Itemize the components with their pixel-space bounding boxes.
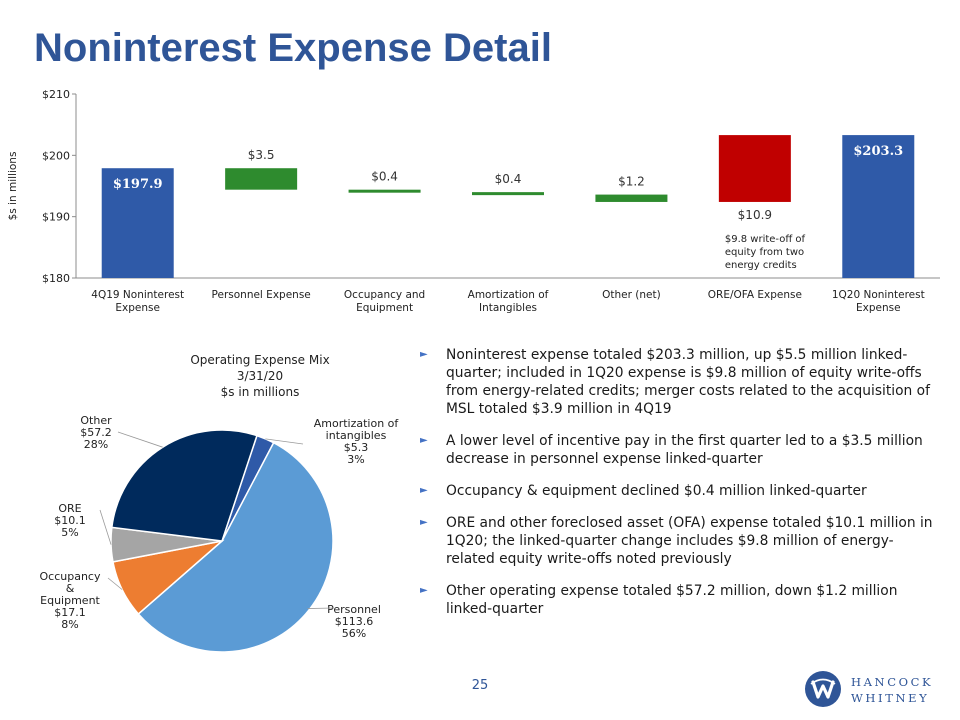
pie-slice-label: Amortization of intangibles $5.3 3% (314, 417, 400, 466)
pie-leader-line (117, 431, 163, 448)
page-title: Noninterest Expense Detail (34, 26, 552, 70)
bullet-item: ► Noninterest expense totaled $203.3 mill… (418, 346, 940, 418)
pie-leader-line (99, 509, 112, 545)
waterfall-bar (842, 135, 915, 278)
pie-label-value: $57.2 (80, 426, 112, 439)
triangle-bullet-icon: ► (420, 435, 428, 446)
bullet-item: ► Other operating expense totaled $57.2 m… (418, 582, 940, 618)
y-tick-label: $190 (42, 211, 70, 224)
x-category-label: 4Q19 Noninterest Expense (91, 289, 184, 314)
x-category-label: Occupancy and Equipment (344, 289, 425, 314)
pie-leader-line (107, 577, 123, 590)
pie-label-percent: 56% (342, 627, 366, 640)
triangle-bullet-icon: ► (420, 485, 428, 496)
pie-chart-title: Operating Expense Mix 3/31/20 $s in mill… (150, 352, 370, 400)
bullet-text: Noninterest expense totaled $203.3 milli… (446, 347, 930, 417)
pie-label-name: Other (80, 414, 112, 427)
pie-title-line: $s in millions (220, 385, 300, 399)
x-category-label: ORE/OFA Expense (708, 289, 802, 301)
pie-label-value: $10.1 (54, 514, 86, 527)
logo-mark-icon (805, 671, 841, 707)
triangle-bullet-icon: ► (420, 517, 428, 528)
bar-value-label: $197.9 (113, 177, 163, 192)
pie-slice-label: Other $57.2 28% (80, 414, 112, 451)
pie-label-percent: 28% (84, 438, 108, 451)
x-category-label: Amortization of Intangibles (468, 289, 549, 314)
bar-value-label: $203.3 (853, 144, 903, 159)
bar-value-label: $3.5 (248, 148, 275, 162)
pie-label-value: $5.3 (344, 441, 369, 454)
pie-label-name: ORE (58, 502, 81, 515)
svg-text:ORE$10.15%: ORE $10.1 5% (54, 502, 86, 539)
bullet-item: ► Occupancy & equipment declined $0.4 mil… (418, 482, 940, 500)
logo-text-line: HANCOCK (851, 675, 934, 689)
waterfall-chart: $180 $190 $200 $210 $s in millions $197.9 4Q19… (7, 88, 940, 314)
pie-label-name: intangibles (326, 429, 387, 442)
waterfall-bar (225, 168, 298, 190)
bullet-text: ORE and other foreclosed asset (OFA) exp… (446, 515, 933, 567)
bullet-item: ► ORE and other foreclosed asset (OFA) ex… (418, 514, 940, 568)
bar-annotation: $9.8 write-off of equity from two energy c… (725, 234, 806, 271)
pie-slice-label: Occupancy & Equipment $17.1 8% (40, 570, 101, 631)
svg-text:Personnel$113.656%: Personnel $113.6 56% (327, 603, 381, 640)
waterfall-bar (472, 192, 544, 196)
waterfall-bar (718, 135, 791, 202)
bar-value-label: $0.4 (495, 172, 522, 186)
y-axis-label: $s in millions (7, 152, 19, 221)
pie-label-name: Occupancy (40, 570, 101, 583)
bar-value-label: $0.4 (371, 170, 398, 184)
logo-text-line: WHITNEY (851, 691, 930, 705)
pie-label-percent: 3% (347, 453, 364, 466)
page-number: 25 (471, 678, 489, 693)
pie-label-name: Equipment (40, 594, 100, 607)
logo-w-icon (810, 678, 836, 699)
pie-leader-line (307, 607, 335, 609)
svg-text:Other$57.228%: Other $57.2 28% (80, 414, 112, 451)
pie-title-line: 3/31/20 (236, 369, 284, 383)
triangle-bullet-icon: ► (420, 585, 428, 596)
pie-slice (137, 441, 334, 653)
pie-leader-line (265, 438, 304, 445)
x-category-label: Personnel Expense (212, 289, 311, 301)
x-category-label: Other (net) (602, 289, 661, 301)
pie-label-value: $113.6 (335, 615, 374, 628)
pie-label-name: Amortization of (314, 417, 400, 430)
bar-value-label: $10.9 (738, 208, 772, 222)
bullet-text: Other operating expense totaled $57.2 mi… (446, 583, 898, 617)
y-tick-label: $200 (42, 149, 70, 162)
pie-label-name: & (66, 582, 75, 595)
waterfall-bar (595, 194, 668, 202)
svg-text:Occupancy&Equipment$17.18%: Occupancy & Equipment $17.1 8% (40, 570, 101, 631)
bullet-text: A lower level of incentive pay in the fi… (446, 433, 923, 467)
bullet-list: ► Noninterest expense totaled $203.3 mill… (418, 346, 940, 632)
pie-label-percent: 8% (61, 618, 78, 631)
pie-label-percent: 5% (61, 526, 78, 539)
y-tick-label: $210 (42, 88, 70, 101)
triangle-bullet-icon: ► (420, 349, 428, 360)
waterfall-bar (348, 189, 421, 193)
pie-slice-label: Personnel $113.6 56% (327, 603, 381, 640)
pie-slice-label: ORE $10.1 5% (54, 502, 86, 539)
waterfall-bar (101, 168, 174, 278)
operating-expense-pie-chart: Amortization of intangibles $5.3 3% Personne… (40, 414, 400, 653)
bar-value-label: $1.2 (618, 175, 645, 189)
pie-label-name: Personnel (327, 603, 381, 616)
x-category-label: 1Q20 Noninterest Expense (832, 289, 925, 314)
pie-slice (111, 429, 258, 542)
pie-label-value: $17.1 (54, 606, 86, 619)
bullet-text: Occupancy & equipment declined $0.4 mill… (446, 483, 867, 499)
bullet-item: ► A lower level of incentive pay in the f… (418, 432, 940, 468)
y-tick-label: $180 (42, 272, 70, 285)
pie-title-line: Operating Expense Mix (190, 353, 330, 367)
hancock-whitney-logo: HANCOCK WHITNEY (805, 670, 945, 710)
